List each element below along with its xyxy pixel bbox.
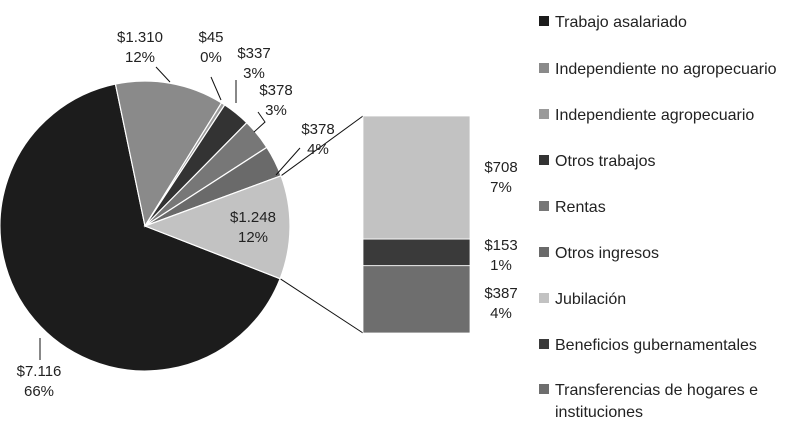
pie-label-3-percent: 3% [243, 65, 265, 82]
pie-label-3: $337 3% [237, 45, 270, 82]
pie-slice-6 [143, 175, 291, 280]
pie-label-1-value: $1.310 [117, 29, 163, 46]
pie [0, 80, 291, 372]
pie-label-2: $45 0% [198, 29, 223, 66]
bar-label-1-value: $153 [484, 237, 517, 254]
legend-label-8: Transferencias de hogares e instituciones [555, 382, 758, 421]
legend-entry-2: Independiente agropecuario [539, 107, 754, 124]
breakdown-bar [362, 115, 471, 334]
legend-label-3: Otros trabajos [555, 153, 655, 170]
bar-segment-0 [362, 115, 471, 240]
legend-label-2: Independiente agropecuario [555, 107, 754, 124]
connector-lines [279, 115, 364, 334]
connector-line-top [280, 115, 364, 177]
legend-label-0: Trabajo asalariado [555, 14, 687, 31]
leader-line-1 [155, 66, 171, 83]
legend-swatch-4 [539, 201, 549, 211]
legend-swatch-6 [539, 293, 549, 303]
pie-label-6-percent: 12% [238, 229, 268, 246]
pie-slice-0 [0, 83, 281, 372]
pie-label-0-value: $7.116 [17, 363, 62, 380]
pie-label-5-percent: 4% [307, 141, 329, 158]
leader-lines [39, 66, 301, 360]
pie-label-1: $1.310 12% [117, 29, 163, 66]
bar-label-0-percent: 7% [490, 179, 512, 196]
bar-label-2-percent: 4% [490, 305, 512, 322]
pie-label-5-value: $378 [301, 121, 334, 138]
legend-entry-0: Trabajo asalariado [539, 14, 687, 31]
legend-entry-6: Jubilación [539, 291, 626, 308]
legend-entry-8: Transferencias de hogares e instituciones [539, 382, 758, 421]
legend-entry-4: Rentas [539, 199, 606, 216]
leader-line-4 [253, 111, 266, 133]
pie-label-6: $1.248 12% [230, 209, 276, 246]
bar-label-2: $387 4% [484, 285, 517, 322]
legend-label-7: Beneficios gubernamentales [555, 337, 757, 354]
legend-swatch-8 [539, 384, 549, 394]
leader-line-2 [210, 76, 222, 101]
legend-entry-5: Otros ingresos [539, 245, 659, 262]
pie-label-2-percent: 0% [200, 49, 222, 66]
bar-label-0-value: $708 [484, 159, 517, 176]
bar-segment-1 [362, 238, 471, 267]
pie-label-0-percent: 66% [24, 383, 54, 400]
bar-label-0: $708 7% [484, 159, 517, 196]
pie-label-3-value: $337 [237, 45, 270, 62]
pie-label-2-value: $45 [198, 29, 223, 46]
pie-label-0: $7.116 66% [17, 363, 62, 400]
legend-entry-7: Beneficios gubernamentales [539, 337, 757, 354]
bar-label-1-percent: 1% [490, 257, 512, 274]
leader-line-5 [275, 147, 301, 176]
legend-entry-3: Otros trabajos [539, 153, 655, 170]
pie-label-5: $378 4% [301, 121, 334, 158]
legend: Trabajo asalariado Independiente no agrop… [539, 14, 777, 421]
data-labels: $7.116 66%$1.310 12%$45 0% $337 3%$378 3%$378 4… [17, 29, 518, 400]
pie-label-4-percent: 3% [265, 102, 287, 119]
pie-label-6-value: $1.248 [230, 209, 276, 226]
pie-label-4-value: $378 [259, 82, 292, 99]
pie-label-4: $378 3% [259, 82, 292, 119]
legend-label-6: Jubilación [555, 291, 626, 308]
legend-label-4: Rentas [555, 199, 606, 216]
legend-swatch-5 [539, 247, 549, 257]
pie-slice-1 [114, 80, 223, 228]
legend-swatch-0 [539, 16, 549, 26]
legend-swatch-1 [539, 63, 549, 73]
bar-segment-2 [362, 265, 471, 334]
legend-label-1: Independiente no agropecuario [555, 61, 777, 78]
bar-label-1: $153 1% [484, 237, 517, 274]
bar-label-2-value: $387 [484, 285, 517, 302]
legend-entry-1: Independiente no agropecuario [539, 61, 777, 78]
legend-swatch-3 [539, 155, 549, 165]
legend-swatch-7 [539, 339, 549, 349]
pie-label-1-percent: 12% [125, 49, 155, 66]
legend-swatch-2 [539, 109, 549, 119]
connector-line-bottom [279, 278, 364, 334]
legend-label-5: Otros ingresos [555, 245, 659, 262]
